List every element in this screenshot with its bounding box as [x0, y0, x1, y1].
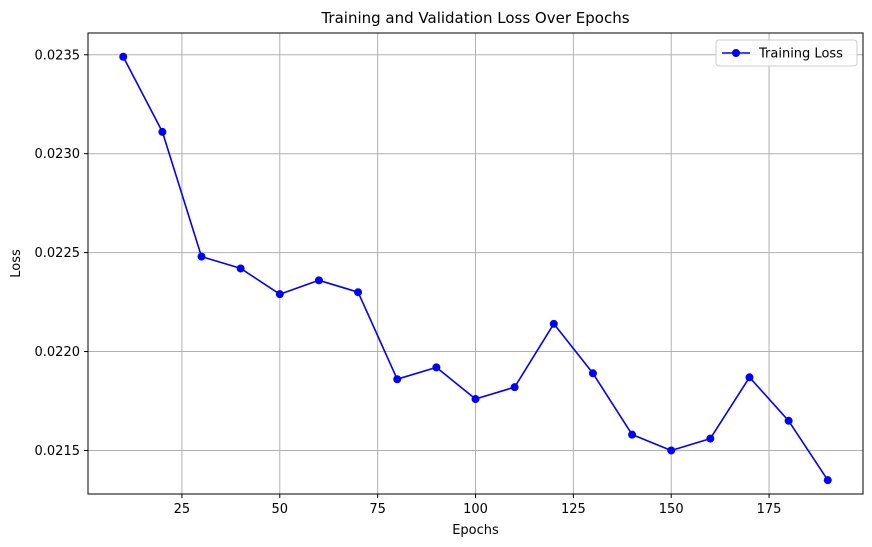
y-tick-label: 0.0220	[35, 345, 81, 360]
data-point	[628, 430, 637, 439]
y-tick-label: 0.0235	[35, 48, 81, 63]
grid	[88, 33, 863, 494]
data-point	[784, 416, 793, 425]
data-point	[197, 252, 206, 261]
data-point	[158, 127, 167, 136]
x-tick-label: 100	[463, 502, 488, 517]
y-tick-label: 0.0215	[35, 444, 81, 459]
data-point	[510, 383, 519, 392]
data-point	[432, 363, 441, 372]
x-tick-label: 25	[174, 502, 191, 517]
legend: Training Loss	[715, 39, 858, 67]
data-point	[275, 290, 284, 299]
data-point	[471, 395, 480, 404]
legend-box	[715, 39, 858, 67]
x-tick-label: 150	[659, 502, 684, 517]
y-axis-label: Loss	[9, 249, 24, 278]
y-tick-label: 0.0230	[35, 147, 81, 162]
data-point	[706, 434, 715, 443]
x-tick-label: 125	[561, 502, 586, 517]
x-tick-label: 175	[757, 502, 782, 517]
y-axis-ticks: 0.0215 0.0220 0.0225 0.0230 0.0235	[35, 48, 88, 459]
data-point	[667, 446, 676, 455]
x-axis-label: Epochs	[452, 523, 499, 538]
x-axis-ticks: 25 50 75 100 125 150 175	[174, 494, 782, 517]
legend-marker-swatch	[732, 49, 740, 57]
chart-title: Training and Validation Loss Over Epochs	[320, 9, 629, 27]
y-tick-label: 0.0225	[35, 246, 81, 261]
series-layer	[119, 52, 832, 485]
data-point	[236, 264, 245, 273]
x-tick-label: 75	[369, 502, 386, 517]
data-point	[393, 375, 402, 384]
legend-label: Training Loss	[758, 47, 843, 62]
data-point	[745, 373, 754, 382]
data-point	[119, 52, 128, 61]
data-point	[354, 288, 363, 297]
data-point	[588, 369, 597, 378]
data-point	[314, 276, 323, 285]
data-point	[549, 319, 558, 328]
data-point	[823, 476, 832, 485]
x-tick-label: 50	[272, 502, 289, 517]
